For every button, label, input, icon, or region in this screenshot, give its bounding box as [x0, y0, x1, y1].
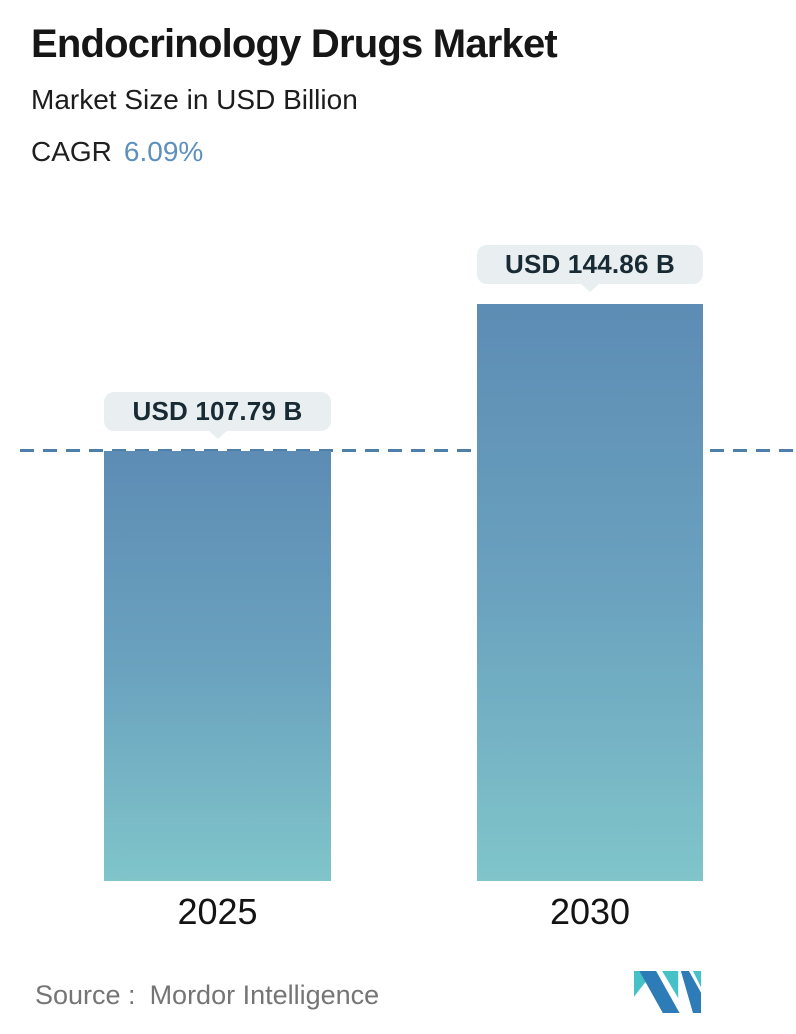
value-tooltip-2025: USD 107.79 B [104, 392, 331, 439]
logo-blue-diagonal [639, 971, 680, 1013]
value-label-2030: USD 144.86 B [504, 249, 676, 279]
source-value: Mordor Intelligence [149, 980, 380, 1010]
logo-teal-mid-triangle [662, 971, 679, 999]
x-axis-label-2025: 2025 [177, 891, 258, 932]
chart-subtitle: Market Size in USD Billion [31, 84, 358, 115]
cagr-value: 6.09% [123, 136, 204, 167]
tooltip-pointer-icon [580, 283, 600, 292]
bar-2030 [477, 304, 703, 881]
page-title: Endocrinology Drugs Market [31, 22, 558, 66]
cagr-label: CAGR [31, 136, 112, 167]
logo-blue-right-stroke [680, 971, 701, 1013]
x-axis-label-2030: 2030 [549, 891, 631, 932]
source-label: Source : [35, 980, 136, 1010]
cagr-row: CAGR 6.09% [31, 136, 203, 168]
reference-dashed-line [20, 449, 794, 452]
value-label-2025: USD 107.79 B [132, 396, 303, 426]
value-tooltip-2030: USD 144.86 B [477, 245, 703, 292]
tooltip-pointer-icon [207, 430, 228, 439]
mordor-intelligence-logo-icon [634, 971, 701, 1013]
source-attribution: Source : Mordor Intelligence [35, 980, 379, 1011]
bar-2025 [104, 451, 331, 881]
